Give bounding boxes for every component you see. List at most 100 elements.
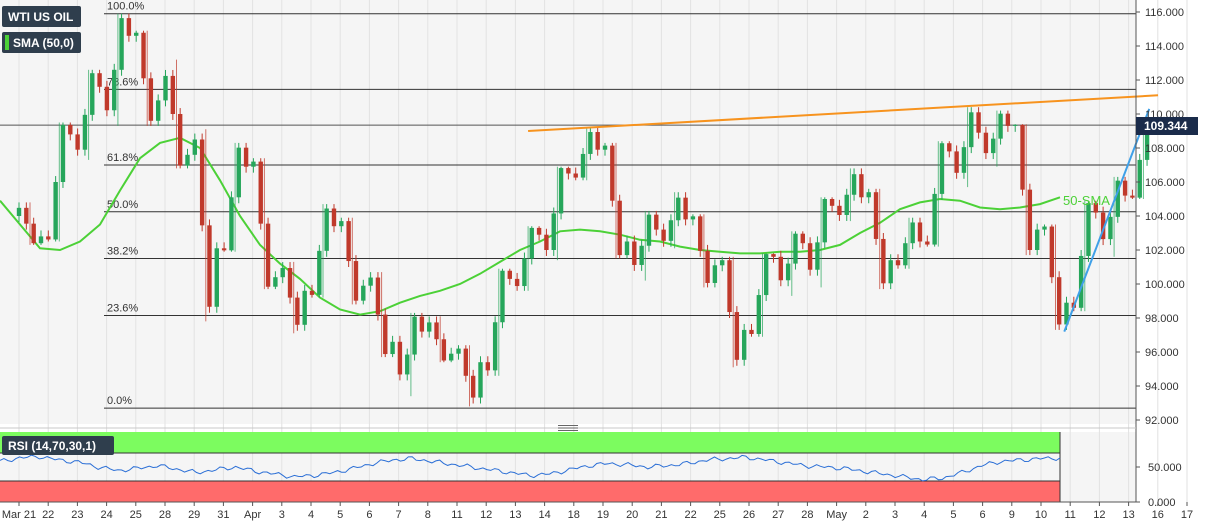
candle-body [522,258,527,287]
candle-body [595,132,600,150]
panel-resize-handle[interactable] [558,425,578,431]
candle-body [895,260,901,266]
candle-body [1130,195,1135,198]
sma-label-bg [2,32,81,53]
time-tick-label: 27 [772,509,784,521]
sma-label[interactable]: SMA (50,0) [13,36,74,50]
candle-body [698,216,703,251]
candle-body [654,214,659,230]
candle-body [353,261,359,301]
time-tick-label: 3 [892,509,898,521]
time-axis: Mar 21 22 23 24 25 28 29 31 Apr 3 4 5 6 7 8 11 12 13 14 18 1… [0,501,1193,521]
candle-body [324,208,329,251]
sma-annotation: 50-SMA [1063,193,1110,208]
candle-body [1137,159,1142,198]
candle-body [427,322,432,332]
candle-body [492,322,498,371]
candle-body [368,277,373,286]
candle-body [375,277,381,315]
candle-body [910,222,915,244]
price-tick-label: 94.000 [1145,381,1179,393]
time-tick-label: 11 [1064,509,1075,521]
sma-color-swatch [5,35,9,50]
candle-body [712,265,718,283]
candle-body [1027,189,1033,250]
candle-body [68,124,73,135]
candle-body [405,354,410,375]
candle-body [602,145,608,150]
current-price-tag: 109.344 [1144,119,1188,133]
candle-body [727,260,732,313]
candle-body [331,208,337,227]
candle-body [456,348,461,354]
candle-body [221,248,227,251]
candle-body [844,194,849,215]
trendlines [528,94,1159,332]
time-tick-label: 11 [451,509,462,521]
price-tick-label: 96.000 [1145,347,1179,359]
candle-body [470,375,476,398]
candle-body [646,214,652,246]
rsi-label[interactable]: RSI (14,70,30,1) [8,439,96,453]
candle-body [617,200,622,256]
candle-body [185,154,190,166]
candle-body [1078,255,1084,308]
candle-body [148,78,154,121]
time-tick-label: 25 [130,509,142,521]
candle-body [441,339,447,361]
candle-body [155,100,161,121]
candle-body [566,168,571,174]
rsi-oversold-zone [0,481,1060,502]
time-tick-label: 25 [714,509,726,521]
candle-body [991,138,996,154]
candle-body [983,132,989,154]
time-tick-label: Mar 21 [2,509,36,521]
candle-body [947,143,952,152]
candle-body [31,223,36,244]
time-tick-label: 24 [100,509,112,521]
fib-level-label: 0.0% [107,395,132,407]
time-tick-label: 5 [337,509,343,521]
candle-body [969,112,974,148]
candle-body [24,207,29,224]
time-tick-label: 4 [308,509,314,521]
time-tick-label: 9 [1009,509,1015,521]
candle-body [961,147,967,173]
price-tick-label: 112.000 [1145,75,1184,87]
time-tick-label: 8 [425,509,431,521]
candle-body [243,147,249,167]
rsi-tick-label: 50.000 [1148,462,1182,474]
candle-body [859,174,864,198]
price-tick-label: 108.000 [1145,143,1185,155]
candle-body [573,173,578,178]
candle-body [866,192,871,198]
instrument-label[interactable]: WTI US OIL [8,10,73,24]
price-tick-label: 104.000 [1145,211,1185,223]
candle-body [939,143,945,194]
candle-body [676,197,681,221]
candle-body [807,243,813,270]
candle-body [588,132,593,154]
candle-body [683,197,688,220]
candle-body [925,241,930,245]
candle-body [771,254,776,257]
candle-body [815,242,820,270]
candle-body [397,341,403,375]
time-tick-label: 13 [1122,509,1134,521]
candle-body [236,147,241,198]
candle-body [536,227,542,235]
time-tick-label: 3 [279,509,285,521]
rsi-label-bg [2,436,114,455]
rsi-overbought-zone [0,432,1060,453]
candle-body [46,236,51,240]
candle-body [551,213,556,250]
price-tick-label: 98.000 [1145,313,1179,325]
time-tick-label: 26 [743,509,755,521]
time-tick-label: 20 [626,509,638,521]
candle-body [661,229,666,241]
candle-body [705,250,710,283]
candle-body [1086,203,1091,256]
candle-body [214,248,219,307]
candle-body [720,260,725,266]
